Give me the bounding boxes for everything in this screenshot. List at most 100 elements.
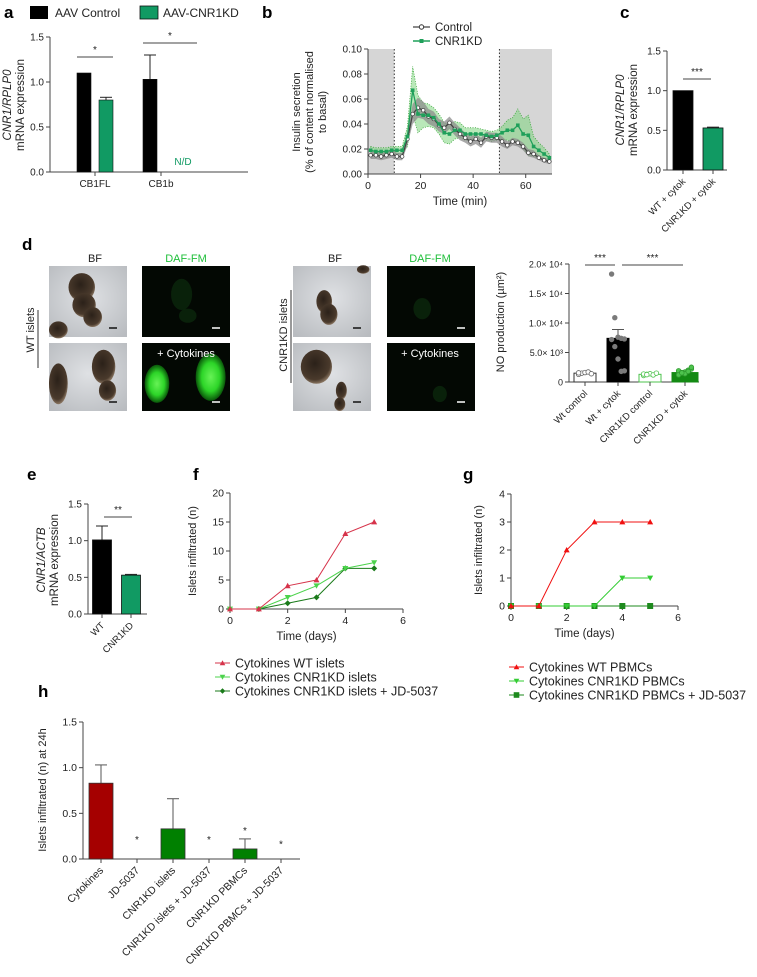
data-point: [612, 314, 618, 321]
data-point: [478, 140, 484, 145]
y-axis-label: mRNA expression: [49, 514, 61, 606]
legend-label: Cytokines WT islets: [235, 657, 345, 671]
y-tick-label: 20: [212, 488, 224, 500]
triangle-up-marker: [284, 582, 291, 589]
y-tick-label: 0: [218, 604, 224, 616]
y-tick-label: 0.0: [30, 168, 44, 179]
y-axis-label: Insulin secretion: [291, 72, 303, 152]
triangle-up-marker: [371, 519, 378, 525]
legend-label: CNR1KD: [435, 36, 482, 48]
triangle-up-marker: [219, 660, 226, 666]
data-point: [531, 144, 536, 149]
significance-label: *: [168, 31, 172, 42]
y-tick-label: 15: [212, 517, 224, 529]
bar: [98, 99, 114, 173]
data-point: [531, 151, 536, 157]
triangle-up-marker: [255, 606, 262, 612]
treatment-label: + Cytokines: [401, 348, 459, 360]
triangle-down-marker: [371, 560, 378, 566]
treatment-label: + Cytokines: [157, 348, 215, 360]
data-point: [442, 130, 447, 135]
data-point: [378, 154, 384, 159]
data-point: [395, 148, 399, 153]
x-tick-label: Cytokines: [65, 865, 106, 906]
diamond-marker: [284, 600, 291, 607]
x-tick-label: CB1FL: [79, 179, 111, 190]
x-tick-label: 4: [619, 612, 625, 624]
data-point: [368, 148, 373, 153]
data-point: [473, 136, 478, 142]
data-point: [394, 154, 400, 159]
y-tick-label: 0.5: [647, 126, 661, 137]
y-tick-label: 1.0: [30, 78, 44, 89]
data-point: [510, 139, 515, 144]
legend-label: Control: [435, 22, 472, 34]
y-tick-label: 1.0: [62, 762, 77, 774]
data-point: [447, 120, 452, 125]
series-line: [230, 521, 375, 610]
significance-label: *: [135, 835, 139, 846]
data-point: [473, 132, 478, 136]
data-point: [608, 271, 615, 277]
legend-marker-control: [418, 24, 425, 30]
bf-header: BF: [328, 253, 342, 265]
y-tick-label: 0.0: [68, 610, 82, 621]
data-point: [437, 122, 441, 126]
y-tick-label: 1.5× 10⁴: [529, 289, 563, 299]
data-point: [644, 371, 650, 378]
data-point: [421, 113, 425, 118]
group-label-kd: CNR1KD islets: [278, 298, 290, 372]
triangle-down-marker: [647, 575, 654, 581]
data-point: [499, 139, 505, 144]
data-point: [457, 131, 463, 137]
data-point: [505, 143, 510, 148]
y-tick-label: 0.06: [343, 95, 363, 106]
y-tick-label: 1.5: [647, 47, 661, 58]
data-point: [510, 128, 515, 133]
data-point: [463, 132, 468, 136]
triangle-down-marker: [619, 575, 626, 581]
triangle-up-marker: [313, 577, 320, 583]
bar: [92, 539, 112, 615]
fluorescence-image: [387, 266, 475, 337]
significance-label: ***: [691, 67, 703, 78]
panel-label: c: [620, 3, 629, 22]
y-tick-label: 1.5: [62, 717, 77, 729]
data-point: [389, 151, 394, 157]
legend-label: Cytokines WT PBMCs: [529, 661, 652, 675]
data-point: [389, 148, 394, 153]
islet: [49, 363, 68, 405]
data-point: [612, 343, 618, 350]
y-axis-label: (% of content normalised: [304, 51, 316, 173]
bar: [88, 782, 114, 860]
data-point: [615, 356, 621, 362]
y-tick-label: 1.0× 10⁴: [529, 319, 563, 329]
y-tick-label: 0.04: [343, 120, 363, 131]
islet: [91, 349, 116, 384]
x-tick-label: WT: [89, 620, 107, 638]
islet: [49, 321, 68, 339]
panel-label: h: [38, 682, 48, 701]
y-tick-label: 2: [499, 545, 505, 557]
y-axis-label: Islets infiltrated (n): [473, 505, 485, 595]
data-point: [608, 336, 615, 343]
y-tick-label: 0.0: [62, 854, 77, 866]
legend-label: Cytokines CNR1KD islets: [235, 671, 377, 685]
y-tick-label: 0.5: [68, 573, 82, 584]
data-point: [542, 152, 546, 156]
data-point: [410, 111, 415, 117]
y-tick-label: 0.5: [30, 123, 44, 134]
x-tick-label: CNR1KD PBMCs: [184, 865, 250, 931]
triangle-down-marker: [284, 595, 291, 601]
series-line: [511, 577, 651, 607]
triangle-down-marker: [313, 583, 320, 589]
square-marker: [513, 692, 520, 698]
triangle-up-marker: [591, 519, 598, 525]
legend-label: AAV Control: [55, 6, 120, 20]
diamond-marker: [371, 565, 378, 572]
data-point: [442, 125, 447, 130]
legend-label: Cytokines CNR1KD islets + JD-5037: [235, 685, 438, 699]
fluorescence-image: [387, 343, 475, 411]
significance-label: ***: [594, 253, 606, 264]
